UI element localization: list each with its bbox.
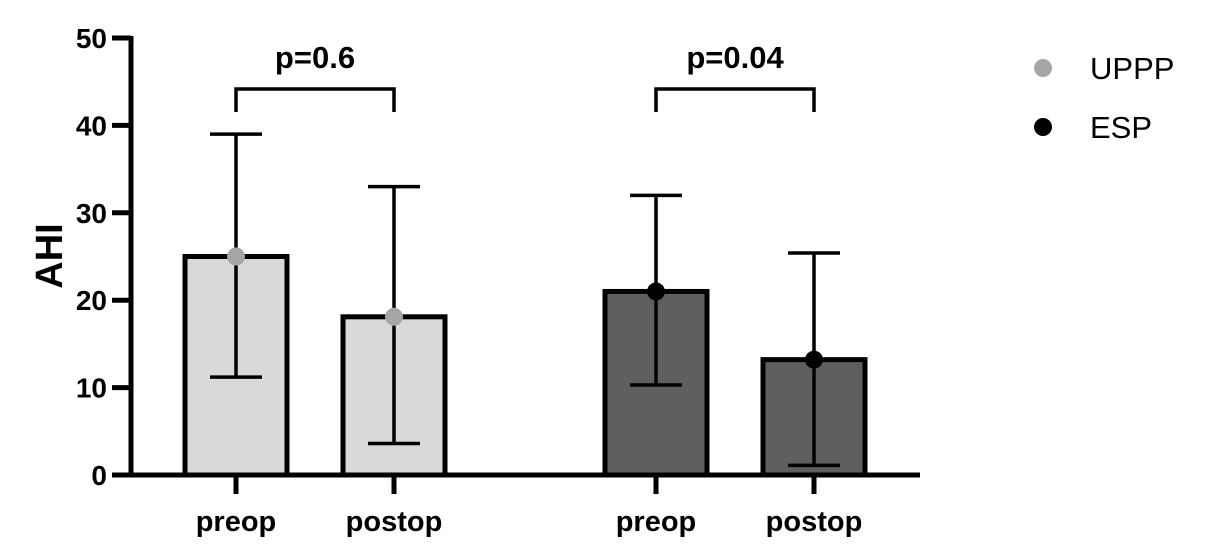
x-tick-label: postop [346, 506, 443, 538]
significance-bracket [654, 87, 816, 112]
legend-marker [1034, 118, 1052, 136]
legend-marker [1034, 59, 1052, 77]
y-tick-label: 10 [76, 373, 107, 404]
x-tick-label: preop [196, 506, 277, 538]
x-tick-label: postop [766, 506, 863, 538]
p-value-label: p=0.04 [686, 40, 784, 75]
data-point [227, 247, 245, 266]
y-tick-label: 40 [76, 110, 107, 141]
data-point [805, 350, 823, 369]
y-tick-label: 50 [76, 23, 107, 54]
significance-annotations: p=0.6 p=0.04 [234, 40, 816, 112]
legend-label: UPPP [1090, 51, 1174, 86]
y-tick-label: 20 [76, 285, 107, 316]
legend-label: ESP [1090, 110, 1152, 145]
y-tick-label: 30 [76, 198, 107, 229]
x-tick-label: preop [616, 506, 697, 538]
y-tick-label: 0 [91, 460, 107, 491]
data-point [385, 307, 403, 326]
y-axis-label: AHI [29, 223, 71, 288]
bars [182, 254, 868, 478]
significance-bracket [234, 87, 396, 112]
p-value-label: p=0.6 [275, 40, 355, 75]
data-points [227, 247, 823, 369]
data-point [647, 282, 665, 301]
error-bars [210, 132, 840, 468]
legend: UPPP ESP [1034, 51, 1174, 145]
